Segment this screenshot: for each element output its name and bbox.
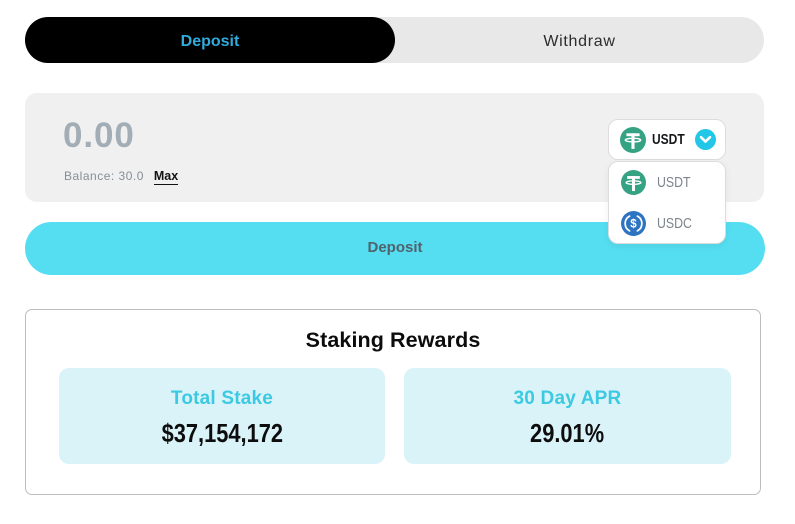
svg-text:$: $ [630,219,637,231]
